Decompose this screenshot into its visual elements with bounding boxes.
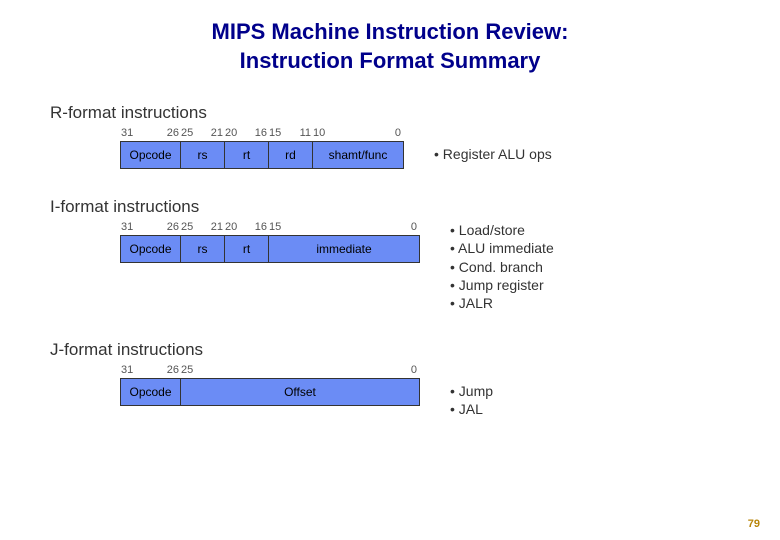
field-cell: Opcode <box>121 142 181 168</box>
field-cell: Opcode <box>121 379 181 405</box>
bit-label: 10 <box>312 127 330 139</box>
format-sections: R-format instructions3126252120161511100… <box>50 103 730 418</box>
slide-title: MIPS Machine Instruction Review: Instruc… <box>50 18 730 75</box>
page-number: 79 <box>748 518 760 530</box>
bit-label: 20 <box>224 221 246 233</box>
field-cell: rt <box>225 236 269 262</box>
note-item: JALR <box>450 294 554 312</box>
field-cell: Offset <box>181 379 419 405</box>
note-item: JAL <box>450 400 493 418</box>
bit-label: 21 <box>202 221 224 233</box>
bit-label: 0 <box>290 221 418 233</box>
bit-label: 26 <box>148 364 180 376</box>
fields-row: Opcodersrtimmediate <box>120 235 420 263</box>
bit-label: 15 <box>268 221 290 233</box>
bit-label: 0 <box>330 127 402 139</box>
format-section: J-format instructions 3126250 OpcodeOffset… <box>50 340 730 418</box>
format-section: R-format instructions 3126252120161511100… <box>50 103 730 169</box>
title-line-1: MIPS Machine Instruction Review: <box>50 18 730 47</box>
bit-label: 21 <box>202 127 224 139</box>
diagram-wrap: 312625212016150 Opcodersrtimmediate <box>120 221 420 263</box>
section-heading: J-format instructions <box>50 340 730 360</box>
field-cell: Opcode <box>121 236 181 262</box>
bit-label: 26 <box>148 127 180 139</box>
notes-list: Register ALU ops <box>434 127 552 163</box>
field-cell: rt <box>225 142 269 168</box>
notes-list: JumpJAL <box>450 364 493 418</box>
bit-label: 25 <box>180 364 202 376</box>
format-row: 3126250 OpcodeOffset JumpJAL <box>50 364 730 418</box>
title-line-2: Instruction Format Summary <box>50 47 730 76</box>
bit-label: 0 <box>202 364 418 376</box>
bit-label: 31 <box>120 221 148 233</box>
field-cell: rs <box>181 142 225 168</box>
field-cell: rd <box>269 142 313 168</box>
bit-labels: 3126252120161511100 <box>120 127 404 139</box>
note-item: ALU immediate <box>450 239 554 257</box>
note-item: Jump register <box>450 276 554 294</box>
bit-label: 20 <box>224 127 246 139</box>
bit-labels: 3126250 <box>120 364 420 376</box>
diagram-wrap: 3126252120161511100 Opcodersrtrdshamt/fun… <box>120 127 404 169</box>
format-section: I-format instructions 312625212016150 Opco… <box>50 197 730 312</box>
bit-label: 25 <box>180 221 202 233</box>
format-row: 312625212016150 Opcodersrtimmediate Load/s… <box>50 221 730 312</box>
bit-label: 26 <box>148 221 180 233</box>
section-heading: R-format instructions <box>50 103 730 123</box>
note-item: Cond. branch <box>450 258 554 276</box>
field-cell: immediate <box>269 236 419 262</box>
bit-label: 25 <box>180 127 202 139</box>
bit-label: 16 <box>246 221 268 233</box>
bit-label: 15 <box>268 127 290 139</box>
note-item: Load/store <box>450 221 554 239</box>
fields-row: OpcodeOffset <box>120 378 420 406</box>
note-item: Jump <box>450 382 493 400</box>
bit-label: 31 <box>120 127 148 139</box>
bit-label: 16 <box>246 127 268 139</box>
field-cell: shamt/func <box>313 142 403 168</box>
note-item: Register ALU ops <box>434 145 552 163</box>
section-heading: I-format instructions <box>50 197 730 217</box>
fields-row: Opcodersrtrdshamt/func <box>120 141 404 169</box>
field-cell: rs <box>181 236 225 262</box>
format-row: 3126252120161511100 Opcodersrtrdshamt/fun… <box>50 127 730 169</box>
diagram-wrap: 3126250 OpcodeOffset <box>120 364 420 406</box>
bit-label: 31 <box>120 364 148 376</box>
bit-labels: 312625212016150 <box>120 221 420 233</box>
bit-label: 11 <box>290 127 312 139</box>
notes-list: Load/storeALU immediateCond. branchJump … <box>450 221 554 312</box>
